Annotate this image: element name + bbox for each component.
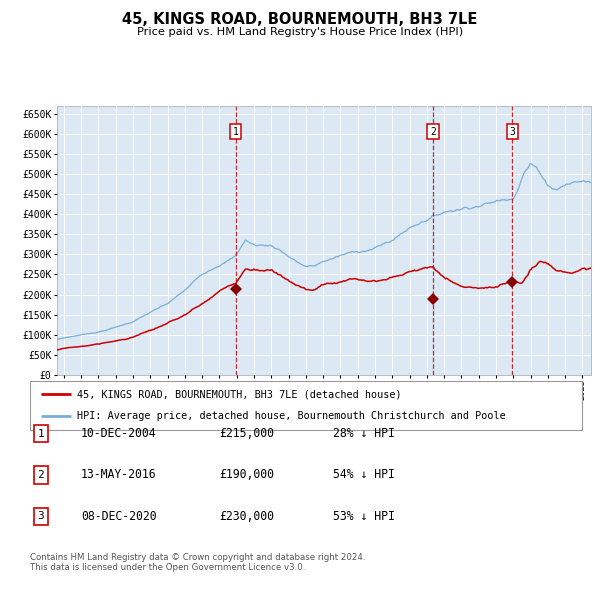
Text: 28% ↓ HPI: 28% ↓ HPI	[333, 427, 395, 440]
Text: £215,000: £215,000	[219, 427, 274, 440]
Text: 54% ↓ HPI: 54% ↓ HPI	[333, 468, 395, 481]
Text: 1: 1	[233, 127, 239, 137]
Text: 2: 2	[430, 127, 436, 137]
Text: HPI: Average price, detached house, Bournemouth Christchurch and Poole: HPI: Average price, detached house, Bour…	[77, 411, 506, 421]
Text: 53% ↓ HPI: 53% ↓ HPI	[333, 510, 395, 523]
Text: 08-DEC-2020: 08-DEC-2020	[81, 510, 157, 523]
Text: £190,000: £190,000	[219, 468, 274, 481]
Text: 10-DEC-2004: 10-DEC-2004	[81, 427, 157, 440]
Text: 45, KINGS ROAD, BOURNEMOUTH, BH3 7LE (detached house): 45, KINGS ROAD, BOURNEMOUTH, BH3 7LE (de…	[77, 389, 401, 399]
Text: 1: 1	[37, 429, 44, 438]
Text: 3: 3	[509, 127, 515, 137]
Text: 13-MAY-2016: 13-MAY-2016	[81, 468, 157, 481]
Text: 2: 2	[37, 470, 44, 480]
Text: Price paid vs. HM Land Registry's House Price Index (HPI): Price paid vs. HM Land Registry's House …	[137, 27, 463, 37]
Text: This data is licensed under the Open Government Licence v3.0.: This data is licensed under the Open Gov…	[30, 563, 305, 572]
Text: £230,000: £230,000	[219, 510, 274, 523]
Text: Contains HM Land Registry data © Crown copyright and database right 2024.: Contains HM Land Registry data © Crown c…	[30, 553, 365, 562]
Text: 45, KINGS ROAD, BOURNEMOUTH, BH3 7LE: 45, KINGS ROAD, BOURNEMOUTH, BH3 7LE	[122, 12, 478, 27]
Text: 3: 3	[37, 512, 44, 521]
